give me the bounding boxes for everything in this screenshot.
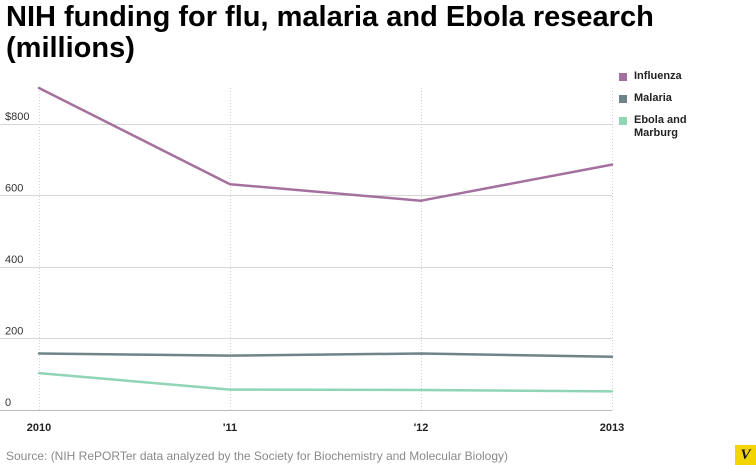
x-tick-label: '12 bbox=[414, 422, 429, 434]
legend-label-ebola-marburg: Ebola and Marburg bbox=[634, 114, 687, 139]
series-line-ebola-and-marburg bbox=[37, 371, 614, 393]
legend-label-influenza: Influenza bbox=[634, 70, 682, 82]
legend-swatch-ebola-marburg bbox=[619, 117, 627, 125]
vox-logo: V bbox=[735, 445, 756, 465]
chart-title-line-2: (millions) bbox=[6, 32, 135, 64]
y-tick-label: $800 bbox=[5, 111, 29, 123]
legend-item-influenza: Influenza bbox=[619, 70, 704, 83]
x-tick-label: 2010 bbox=[27, 422, 51, 434]
legend-item-ebola-marburg: Ebola and Marburg bbox=[619, 114, 704, 140]
legend-item-malaria: Malaria bbox=[619, 92, 704, 105]
chart-title-line-1: NIH funding for flu, malaria and Ebola r… bbox=[6, 1, 654, 33]
y-tick-label: 600 bbox=[5, 182, 23, 194]
line-chart: 0 200 400 600 $800 2010 '11 '12 2013 bbox=[0, 86, 624, 434]
series-line-malaria bbox=[37, 352, 614, 358]
source-note: Source: (NIH RePORTer data analyzed by t… bbox=[6, 449, 509, 463]
legend-swatch-influenza bbox=[619, 73, 627, 81]
y-tick-label: 0 bbox=[5, 397, 11, 409]
legend: Influenza Malaria Ebola and Marburg bbox=[619, 70, 704, 149]
series-line-influenza bbox=[37, 86, 614, 202]
y-tick-label: 400 bbox=[5, 254, 23, 266]
chart-title: NIH funding for flu, malaria and Ebola r… bbox=[6, 2, 726, 64]
legend-label-malaria: Malaria bbox=[634, 92, 672, 104]
y-tick-label: 200 bbox=[5, 325, 23, 337]
x-tick-label: '11 bbox=[223, 422, 237, 434]
x-tick-label: 2013 bbox=[600, 422, 624, 434]
legend-swatch-malaria bbox=[619, 95, 627, 103]
